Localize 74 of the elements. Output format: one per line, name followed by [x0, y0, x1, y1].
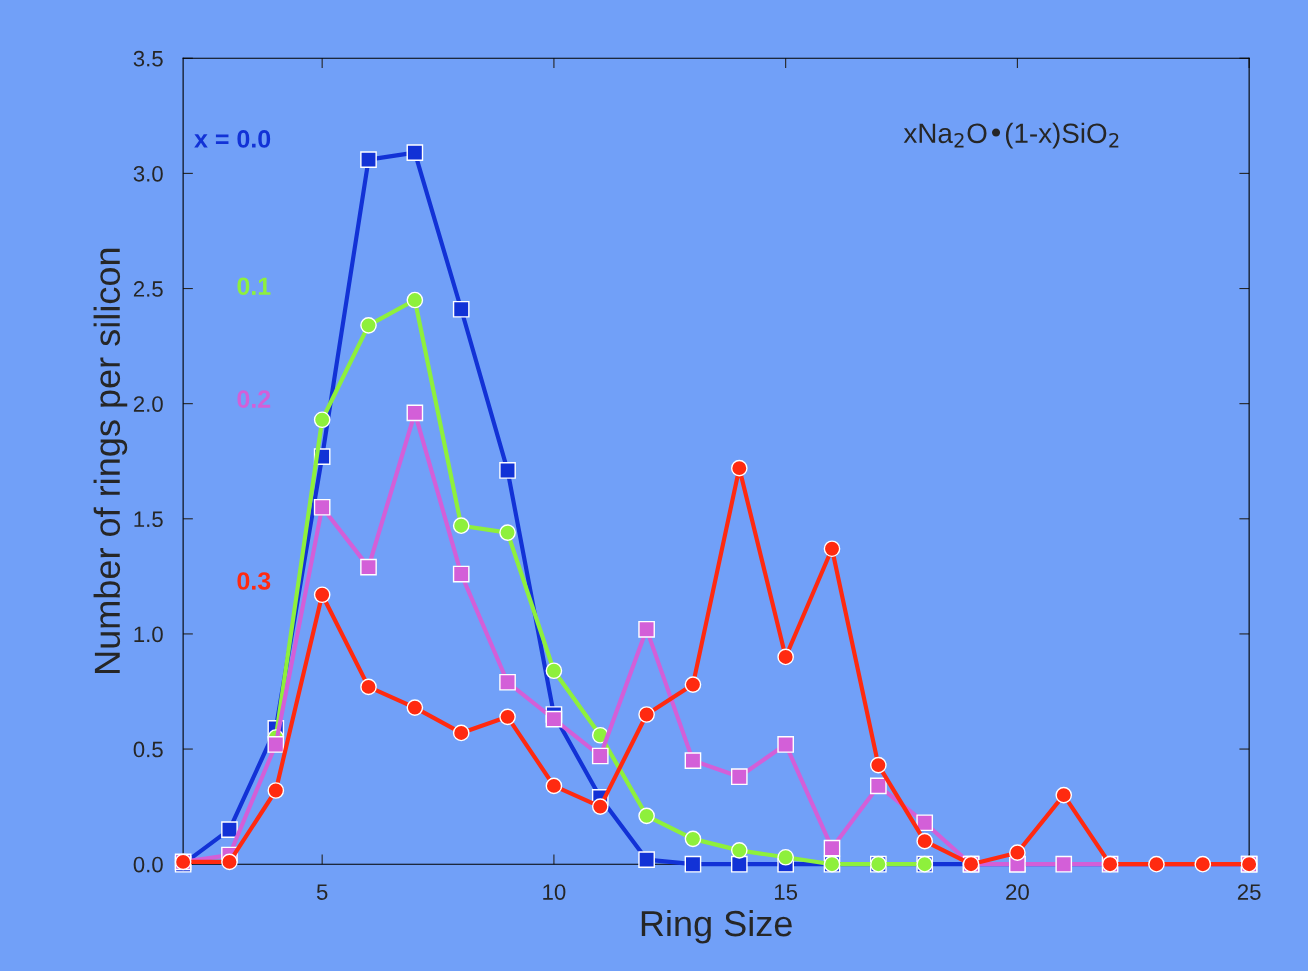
point — [730, 842, 748, 859]
point — [1055, 855, 1073, 873]
y-tick-label: 3.5 — [133, 50, 163, 67]
point — [406, 699, 424, 716]
point — [452, 565, 470, 583]
point — [1009, 844, 1026, 862]
y-tick-label: 1.0 — [134, 626, 163, 643]
point — [870, 756, 887, 774]
point — [267, 736, 285, 753]
point — [916, 814, 934, 832]
point — [730, 855, 748, 873]
point — [360, 317, 377, 334]
point — [1194, 855, 1212, 873]
point — [221, 853, 238, 871]
point — [499, 673, 516, 691]
point — [360, 151, 377, 168]
point — [313, 411, 331, 429]
point — [1148, 855, 1165, 873]
point — [499, 524, 516, 541]
y-tick-label: 0.0 — [133, 856, 163, 873]
y-tick-label: 0.5 — [133, 741, 163, 758]
annotation: xNa$_{2}$O•(1-x)SiO$_{2}$ — [903, 122, 1119, 149]
point — [823, 540, 841, 558]
point — [638, 851, 655, 868]
point — [777, 736, 794, 753]
point — [638, 706, 655, 723]
point — [1055, 786, 1073, 804]
point — [313, 498, 331, 516]
point — [591, 798, 609, 815]
x-tick-label: 5 — [316, 884, 328, 900]
point — [267, 782, 285, 799]
point — [452, 724, 470, 742]
y-tick-label: 3.0 — [133, 165, 163, 182]
point — [823, 839, 841, 857]
x-tick-label: 20 — [1006, 884, 1029, 900]
point — [452, 300, 470, 318]
point — [545, 710, 563, 728]
point — [684, 855, 702, 873]
series-label: 0.3 — [237, 572, 271, 590]
point — [684, 830, 702, 848]
point — [406, 144, 424, 162]
point — [684, 676, 702, 693]
point — [638, 620, 655, 638]
point — [730, 768, 748, 786]
x-tick-label: 25 — [1237, 884, 1261, 900]
point — [916, 832, 934, 850]
y-axis-title: Number of rings per silicon — [93, 248, 128, 673]
point — [777, 848, 794, 866]
point — [360, 558, 377, 576]
point — [499, 708, 516, 726]
point — [406, 404, 424, 422]
y-tick-label: 2.0 — [133, 396, 163, 412]
point — [313, 586, 331, 604]
point — [499, 462, 516, 479]
point — [730, 459, 748, 477]
point — [777, 648, 794, 666]
point — [638, 807, 655, 825]
x-tick-label: 15 — [774, 884, 798, 900]
y-tick-label: 1.5 — [134, 511, 163, 528]
point — [591, 747, 609, 765]
point — [406, 291, 424, 309]
text: 0.1 — [237, 277, 271, 296]
y-tick-label: 2.5 — [133, 281, 163, 297]
text: 0.2 — [237, 390, 271, 408]
x-axis-title: Ring Size — [641, 909, 792, 944]
point — [221, 821, 238, 838]
point — [870, 777, 887, 795]
point — [545, 662, 563, 680]
x-tick-label: 10 — [543, 884, 566, 900]
point — [545, 777, 563, 795]
point — [452, 517, 470, 535]
point — [360, 678, 377, 696]
text: x = 0.0 — [194, 130, 271, 148]
point — [684, 752, 702, 769]
